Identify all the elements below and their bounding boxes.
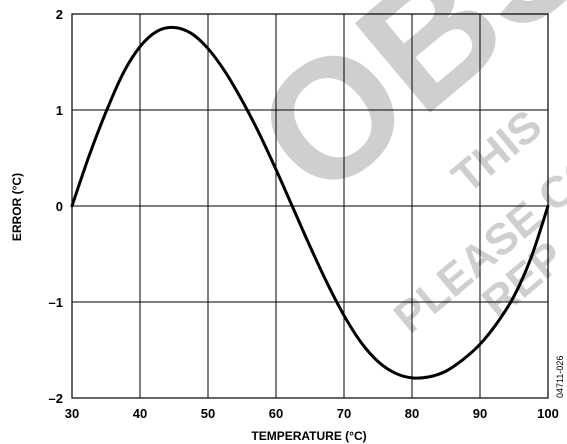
y-tick-labels: 2 1 0 –1 –2 [49, 7, 63, 406]
x-tick-labels: 30 40 50 60 70 80 90 100 [65, 406, 559, 421]
x-tick-label: 100 [537, 406, 559, 421]
figure-code: 04711-026 [555, 356, 565, 398]
x-tick-label: 40 [133, 406, 147, 421]
y-axis-label: ERROR (°C) [10, 173, 24, 241]
x-tick-label: 90 [473, 406, 487, 421]
y-tick-label: –1 [49, 295, 63, 310]
x-tick-label: 50 [201, 406, 215, 421]
x-axis-label: TEMPERATURE (°C) [251, 429, 366, 443]
y-tick-label: 0 [56, 199, 63, 214]
x-tick-label: 60 [269, 406, 283, 421]
x-tick-label: 80 [405, 406, 419, 421]
y-tick-label: 1 [56, 103, 63, 118]
x-tick-label: 70 [337, 406, 351, 421]
y-tick-label: –2 [49, 391, 63, 406]
error-curve [70, 25, 550, 380]
x-tick-label: 30 [65, 406, 79, 421]
y-tick-label: 2 [56, 7, 63, 22]
